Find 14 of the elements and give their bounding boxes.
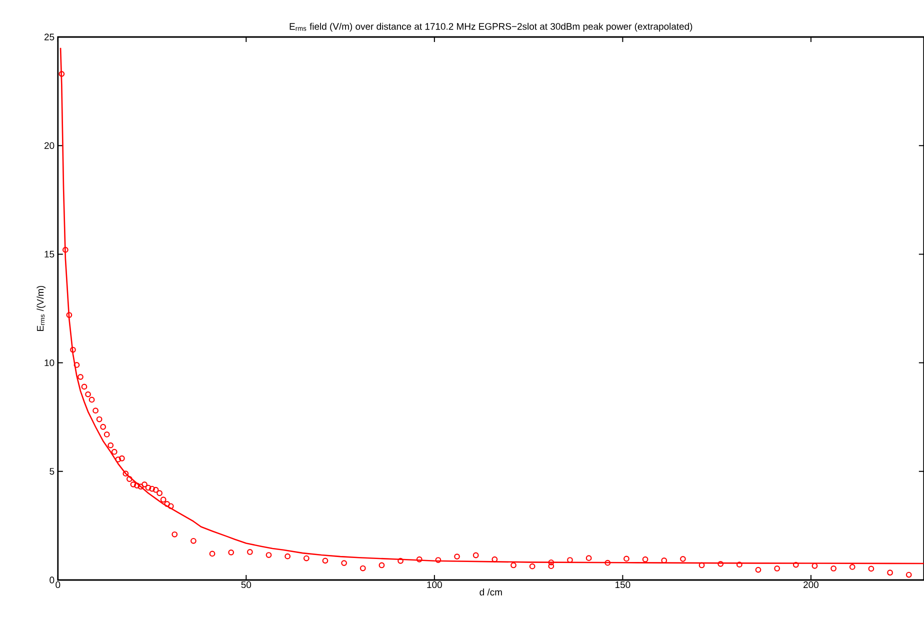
y-tick-label: 0 xyxy=(50,576,54,584)
x-tick-label: 100 xyxy=(427,581,442,588)
x-axis-title: d /cm xyxy=(480,588,502,596)
y-tick-label: 15 xyxy=(44,250,54,258)
x-tick-label: 150 xyxy=(616,581,630,588)
x-tick-label: 200 xyxy=(804,581,818,588)
y-tick-label: 20 xyxy=(44,142,54,149)
chart-title: E$_{rms}$ field (V/m) over distance at 1710.2 MHz EGPRS−2slot at 30dBm peak power (extrapolated) xyxy=(290,22,692,32)
y-axis-title: E$_{rms}$ /(V/m) xyxy=(36,286,46,331)
x-tick-label: 50 xyxy=(241,581,252,588)
x-tick-label: 0 xyxy=(56,581,60,588)
y-tick-label: 5 xyxy=(50,468,54,475)
y-tick-label: 25 xyxy=(44,34,54,40)
y-tick-label: 10 xyxy=(44,359,54,366)
